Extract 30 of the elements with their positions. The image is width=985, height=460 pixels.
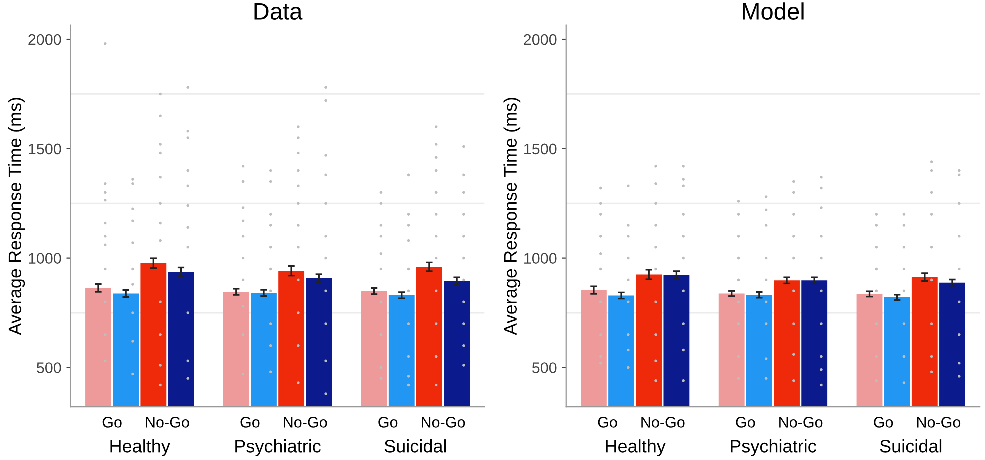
chart-title: Model <box>743 2 804 20</box>
text: Go <box>874 417 894 428</box>
y-tick-label: 1000 <box>524 253 557 264</box>
y-tick-label: 500 <box>37 362 62 374</box>
y-tick-label: 1500 <box>29 144 62 155</box>
text: No-Go <box>917 417 961 428</box>
text: Go <box>102 417 122 428</box>
x-tick-label: Suicidal <box>880 440 942 453</box>
y-tick-label: 2000 <box>28 34 62 46</box>
y-axis-title: Average Response Time (ms) <box>8 98 26 336</box>
text: No-Go <box>284 417 328 428</box>
text: No-Go <box>642 417 685 428</box>
text: No-Go <box>422 417 466 428</box>
text: Go <box>598 417 618 428</box>
y-tick-label: 500 <box>532 362 557 374</box>
text: No-Go <box>146 417 190 428</box>
y-tick-label: 2000 <box>524 34 557 46</box>
x-tick-label: Healthy <box>110 440 170 456</box>
text: Go <box>240 417 260 428</box>
chart-title: Data <box>254 4 303 20</box>
x-tick-label: Suicidal <box>384 440 446 453</box>
y-tick-label: 1000 <box>29 253 62 264</box>
text: Go <box>378 417 398 428</box>
x-tick-label: Psychiatric <box>236 440 321 456</box>
text: Go <box>736 417 756 428</box>
x-tick-label: Psychiatric <box>731 440 816 456</box>
y-axis-title: Average Response Time (ms) <box>504 98 521 336</box>
y-tick-label: 1500 <box>524 144 557 155</box>
x-tick-label: Healthy <box>606 440 666 456</box>
text: No-Go <box>780 417 823 428</box>
